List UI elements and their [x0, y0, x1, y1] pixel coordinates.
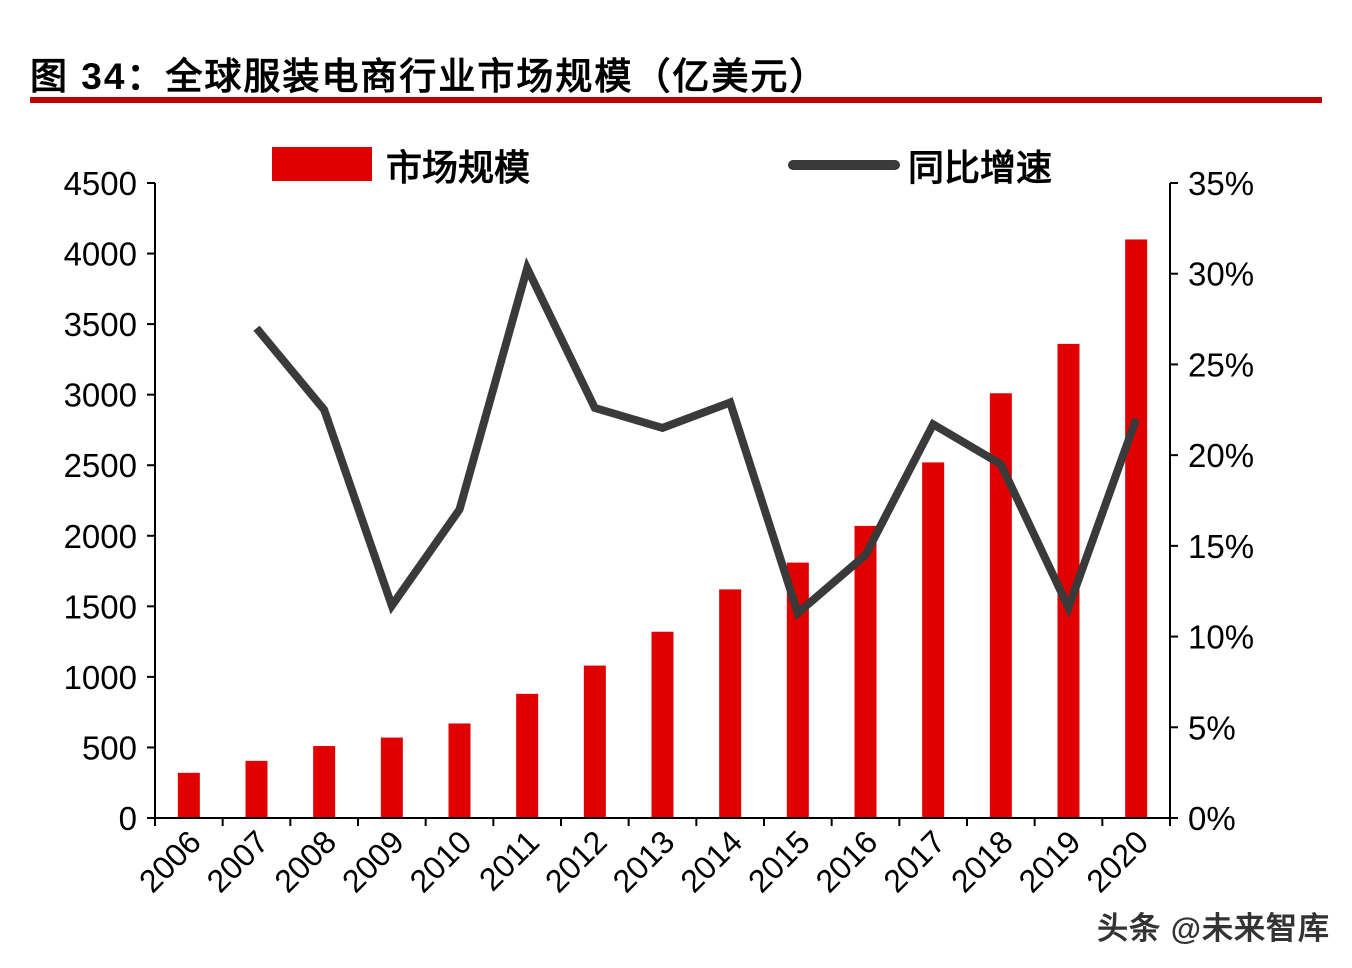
x-axis-label: 2020	[1079, 823, 1155, 899]
bar-2007	[245, 760, 268, 818]
bar-2010	[448, 723, 471, 818]
watermark: 头条 @未来智库	[1097, 911, 1330, 946]
left-axis-label: 0	[119, 800, 137, 837]
left-axis-label: 4000	[64, 236, 137, 273]
right-axis-label: 25%	[1188, 346, 1254, 383]
left-axis-label: 2000	[64, 518, 137, 555]
bar-2018	[989, 393, 1012, 818]
x-axis-label: 2017	[876, 823, 952, 899]
legend-bar-label: 市场规模	[386, 147, 531, 188]
bar-2008	[313, 746, 336, 818]
right-axis-label: 5%	[1188, 709, 1236, 746]
right-axis-label: 20%	[1188, 437, 1254, 474]
x-axis-label: 2006	[132, 823, 208, 899]
x-axis-label: 2008	[267, 823, 343, 899]
chart-title: 图 34：全球服装电商行业市场规模（亿美元）	[30, 56, 829, 97]
x-axis-label: 2018	[944, 823, 1020, 899]
bar-2015	[786, 562, 809, 818]
bar-2013	[651, 631, 674, 818]
bar-2014	[719, 589, 742, 818]
legend-bar-swatch	[272, 147, 372, 181]
x-axis-label: 2007	[200, 823, 276, 899]
left-axis-label: 2500	[64, 447, 137, 484]
x-axis-label: 2015	[741, 823, 817, 899]
legend-line-swatch	[788, 160, 900, 170]
left-axis-label: 3000	[64, 377, 137, 414]
bar-2020	[1125, 239, 1148, 818]
bar-2006	[177, 772, 200, 818]
bar-2017	[922, 462, 945, 818]
right-axis-label: 15%	[1188, 528, 1254, 565]
x-axis-label: 2010	[403, 823, 479, 899]
x-axis-label: 2011	[472, 823, 546, 897]
x-axis-label: 2009	[335, 823, 411, 899]
growth-line	[253, 257, 1140, 620]
left-axis-label: 3500	[64, 306, 137, 343]
x-axis-label: 2016	[809, 823, 885, 899]
title-underline	[30, 97, 1322, 103]
legend-line-label: 同比增速	[908, 147, 1053, 188]
left-axis-label: 1500	[64, 588, 137, 625]
right-axis-label: 10%	[1188, 619, 1254, 656]
bar-2011	[516, 693, 539, 818]
right-axis-label: 0%	[1188, 800, 1236, 837]
right-axis-label: 35%	[1188, 165, 1254, 202]
x-axis-label: 2013	[606, 823, 682, 899]
bar-2016	[854, 525, 877, 818]
right-axis-label: 30%	[1188, 256, 1254, 293]
x-axis-label: 2019	[1012, 823, 1088, 899]
left-axis-label: 4500	[64, 165, 137, 202]
x-axis-label: 2014	[673, 823, 749, 899]
bar-2019	[1057, 343, 1080, 818]
left-axis-label: 500	[82, 729, 137, 766]
left-axis-label: 1000	[64, 659, 137, 696]
bar-2012	[583, 665, 606, 818]
x-axis-label: 2012	[538, 823, 614, 899]
bar-2009	[380, 737, 403, 818]
